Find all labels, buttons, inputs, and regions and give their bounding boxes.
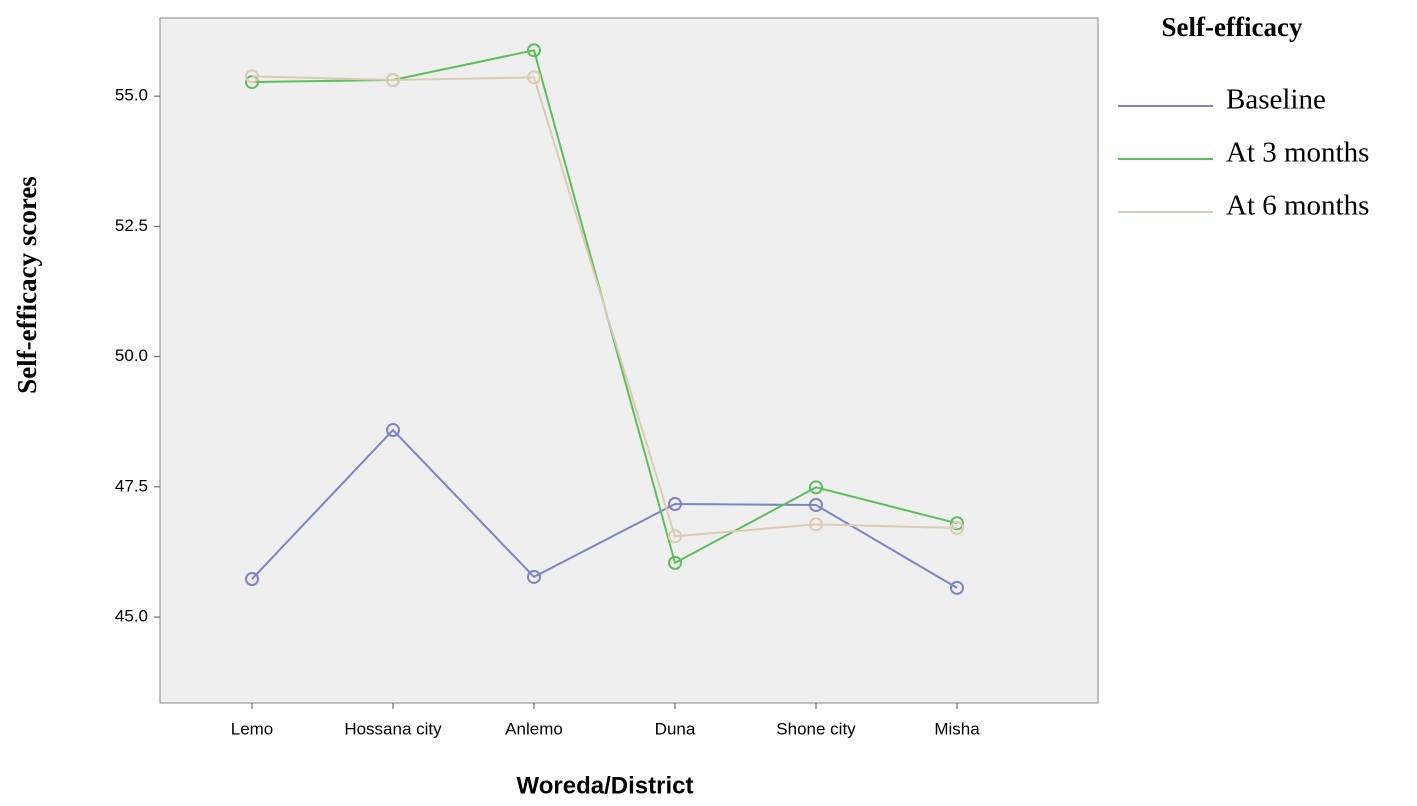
legend-label: Baseline [1226, 84, 1326, 116]
marker [809, 498, 823, 513]
x-tick-label: Misha [934, 719, 980, 738]
marker [950, 520, 964, 535]
x-tick-label: Shone city [776, 719, 856, 738]
plot-area [159, 17, 1099, 704]
y-tick-label: 45.0 [115, 607, 148, 626]
marker [668, 497, 682, 512]
y-tick-label: 55.0 [115, 86, 148, 105]
marker [668, 529, 682, 544]
y-tick-label: 50.0 [115, 346, 148, 365]
series-line [251, 75, 958, 538]
series-line [251, 428, 958, 589]
legend-title: Self-efficacy [1162, 12, 1303, 42]
marker [809, 517, 823, 532]
marker [668, 555, 682, 570]
legend-label: At 6 months [1226, 190, 1369, 222]
y-axis-label: Self-efficacy scores [12, 176, 42, 394]
marker [809, 480, 823, 495]
marker [386, 72, 400, 87]
x-tick-label: Lemo [231, 719, 274, 738]
marker [527, 43, 541, 58]
x-tick-label: Duna [655, 719, 696, 738]
x-tick-label: Hossana city [344, 719, 442, 738]
y-tick-label: 47.5 [115, 476, 148, 495]
marker [950, 580, 964, 595]
marker [950, 516, 964, 531]
marker [527, 569, 541, 584]
legend-label: At 3 months [1226, 137, 1369, 169]
y-tick-label: 52.5 [115, 216, 148, 235]
marker [245, 75, 259, 90]
x-tick-label: Anlemo [505, 719, 563, 738]
marker [245, 69, 259, 84]
marker [527, 70, 541, 85]
marker [386, 423, 400, 438]
x-axis-label: Woreda/District [517, 772, 694, 799]
marker [245, 572, 259, 587]
